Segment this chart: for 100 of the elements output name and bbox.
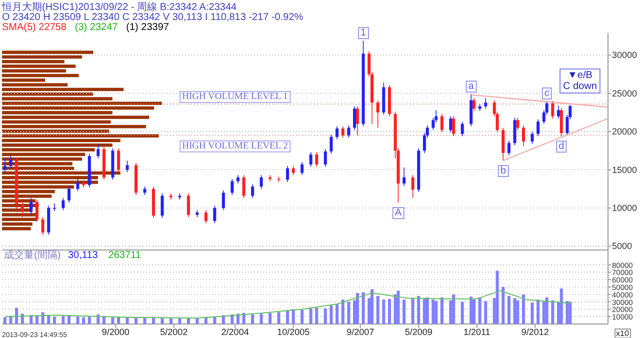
- x-tick-label: 2/2004: [221, 327, 249, 337]
- bar: [566, 301, 569, 324]
- bar: [470, 296, 473, 324]
- bar: [551, 300, 554, 324]
- bar: [560, 288, 563, 324]
- bar: [186, 318, 190, 324]
- text: SMA(5) 22758: [2, 22, 67, 33]
- annotation: A: [394, 208, 402, 219]
- ref-line-label: HIGH VOLUME LEVEL 2: [182, 141, 288, 152]
- annotation: b: [500, 166, 506, 177]
- bar: [434, 301, 438, 324]
- x-tick-label: 9/2012: [521, 327, 549, 337]
- bar: [160, 318, 164, 324]
- bar: [134, 317, 138, 324]
- x-tick-label: 5/2009: [404, 327, 432, 337]
- bar: [484, 301, 488, 324]
- bar: [478, 297, 482, 324]
- bar: [330, 306, 333, 324]
- x-tick-label: 9/2007: [346, 327, 374, 337]
- bar: [502, 287, 505, 324]
- bar: [41, 312, 44, 324]
- y-tick-label: 25000: [612, 88, 638, 98]
- bar: [460, 302, 464, 324]
- bar: [152, 317, 155, 324]
- bar: [417, 296, 420, 324]
- bar: [402, 300, 406, 324]
- text: (3) 23247: [74, 22, 118, 33]
- bar: [382, 300, 386, 324]
- bar: [15, 308, 18, 324]
- bar: [422, 298, 426, 324]
- chart-title: 成交量(間隔): [4, 249, 61, 261]
- bar: [111, 317, 114, 324]
- bar: [236, 314, 240, 324]
- bar: [3, 317, 6, 324]
- bar: [315, 308, 318, 324]
- annotation: C down: [563, 81, 597, 92]
- bar: [76, 316, 80, 324]
- bar: [82, 317, 86, 324]
- bar: [196, 318, 199, 324]
- bar: [536, 300, 540, 324]
- bar: [370, 289, 374, 324]
- bar: [362, 292, 365, 324]
- bar: [568, 302, 572, 324]
- x-tick-label: 10/2005: [277, 327, 310, 337]
- bar: [388, 298, 391, 324]
- bar: [143, 318, 146, 324]
- annotation: d: [558, 141, 564, 152]
- bar: [341, 300, 344, 324]
- annotation: c: [544, 88, 550, 100]
- chart-subtitle: O 23420 H 23509 L 23340 C 23342 V 30,113 I 110,813 -217 -0.92%: [2, 12, 304, 23]
- y-tick-label: 5000: [612, 241, 632, 252]
- bar: [126, 317, 129, 324]
- x-tick-label: 1/2011: [463, 327, 490, 337]
- line-series: [4, 290, 571, 319]
- bar: [542, 302, 546, 324]
- bar: [440, 297, 444, 324]
- bar: [472, 300, 476, 324]
- bar: [336, 304, 339, 324]
- bar: [432, 300, 435, 324]
- bar: [268, 312, 272, 324]
- bar: [426, 297, 429, 324]
- annotation: 263711: [108, 250, 142, 261]
- bar: [242, 312, 246, 324]
- annotation: 1: [360, 28, 366, 39]
- bar: [20, 314, 24, 324]
- chart-title: 恒月大期(HSIC1)2013/09/22 - 周線 B:23342 A:23344: [1, 1, 238, 13]
- bar: [117, 317, 120, 324]
- y-tick-label: 30000: [612, 50, 638, 60]
- bar: [35, 316, 38, 324]
- bar: [411, 298, 414, 324]
- annotation: ▼e/B: [568, 70, 593, 81]
- wave-note: ▼e/B C down: [560, 68, 600, 94]
- bar: [545, 297, 548, 324]
- annotation: a: [468, 81, 474, 92]
- bar: [356, 292, 359, 324]
- bar: [277, 312, 280, 324]
- text: (1) 23397: [126, 22, 170, 33]
- ref-line-label: HIGH VOLUME LEVEL 1: [182, 92, 288, 102]
- y-tick-label: 20000: [612, 126, 638, 137]
- bar: [347, 302, 350, 324]
- bar: [530, 302, 534, 324]
- bar: [52, 316, 56, 324]
- bar: [286, 310, 290, 324]
- bar: [309, 308, 312, 324]
- bar: [496, 270, 499, 324]
- bar: [396, 290, 400, 324]
- bar: [292, 309, 295, 324]
- y-axis-title: x10: [616, 329, 630, 338]
- y-tick-label: 15000: [612, 164, 638, 175]
- bar: [522, 294, 526, 324]
- bar: [324, 308, 327, 324]
- y-tick-label: 10000: [612, 202, 638, 213]
- bar: [376, 296, 380, 324]
- bar: [251, 314, 254, 324]
- bar: [260, 314, 263, 324]
- bar: [88, 316, 91, 324]
- bar: [516, 300, 520, 324]
- annotation: 30,113: [68, 250, 98, 261]
- bar: [62, 316, 65, 324]
- bar: [204, 317, 208, 324]
